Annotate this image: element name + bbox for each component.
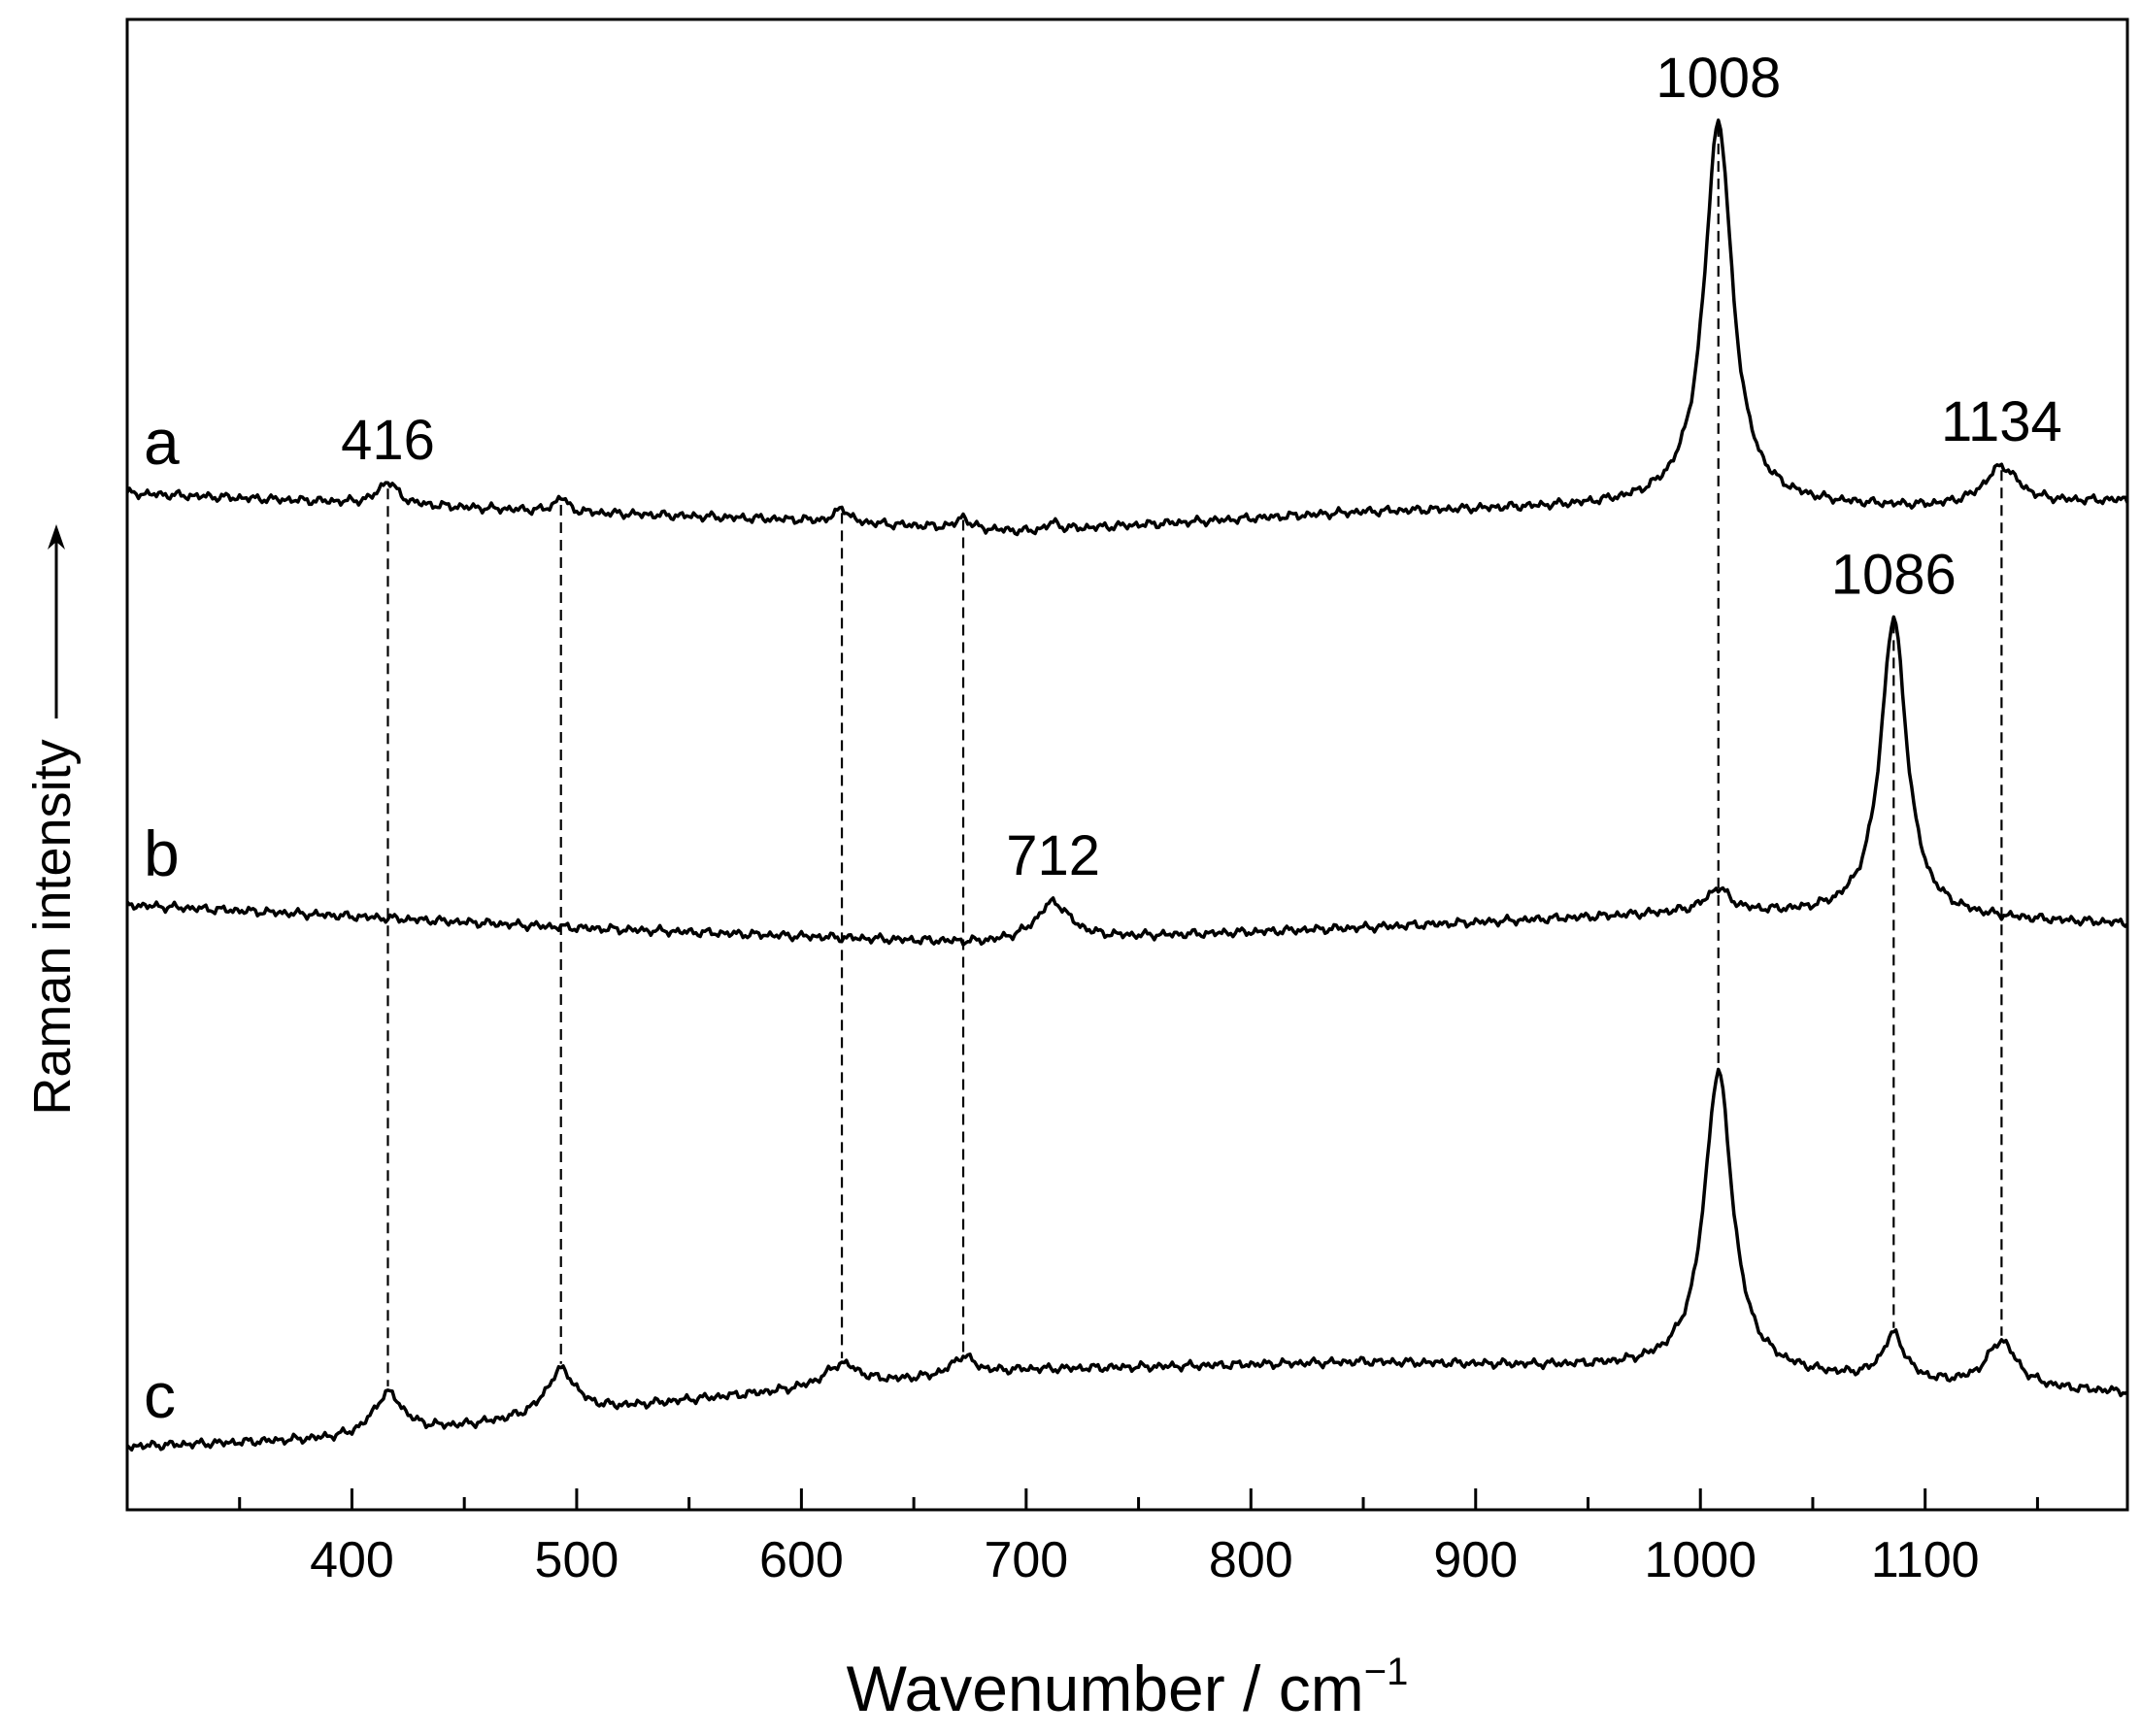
x-axis-title-text: Wavenumber / cm — [847, 1653, 1364, 1724]
x-tick-label: 1100 — [1871, 1532, 1980, 1588]
peak-label-1086: 1086 — [1831, 543, 1957, 606]
x-tick-label: 900 — [1433, 1532, 1518, 1588]
spectrum-trace-c — [125, 1067, 2128, 1452]
spectrum-trace-b — [125, 615, 2129, 947]
series-label-c: c — [144, 1359, 176, 1431]
dashed-guide-lines — [386, 125, 2003, 1386]
x-tick-label: 800 — [1209, 1532, 1293, 1588]
series-label-b: b — [144, 818, 180, 889]
peak-label-1008: 1008 — [1656, 47, 1781, 110]
peak-labels: 416 1008 1134 712 1086 — [341, 47, 2062, 887]
y-axis-title-text: Raman intensity — [23, 739, 82, 1115]
plot-frame — [125, 17, 2129, 1512]
x-tick-label: 600 — [759, 1532, 844, 1588]
series-label-a: a — [144, 406, 180, 478]
x-axis: 400 500 600 700 800 900 1000 1100 — [238, 1488, 2039, 1588]
peak-label-712: 712 — [1006, 824, 1100, 887]
peak-label-1134: 1134 — [1941, 390, 2062, 453]
peak-label-416: 416 — [341, 409, 435, 472]
x-tick-label: 500 — [535, 1532, 619, 1588]
x-tick-label: 400 — [310, 1532, 394, 1588]
series-labels: a b c — [144, 406, 180, 1431]
x-axis-title: Wavenumber / cm−1 — [847, 1651, 1409, 1724]
y-axis-arrow-head-icon — [48, 524, 65, 550]
y-axis-title: Raman intensity — [23, 524, 82, 1116]
x-tick-label: 1000 — [1644, 1532, 1756, 1588]
x-axis-title-superscript: −1 — [1364, 1651, 1409, 1693]
spectrum-trace-a — [125, 118, 2129, 537]
x-tick-label: 700 — [984, 1532, 1068, 1588]
spectra-traces — [125, 118, 2129, 1452]
